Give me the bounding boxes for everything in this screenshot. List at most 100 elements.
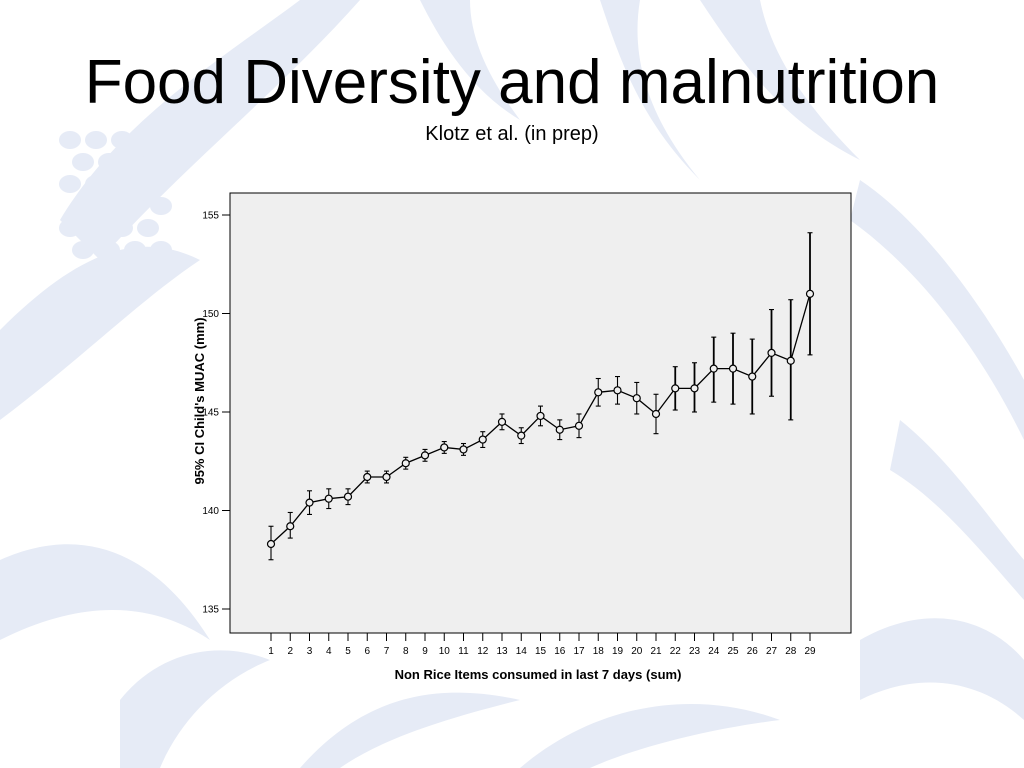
background-leaf-9: [300, 692, 520, 768]
background-leaf-5: [420, 0, 520, 120]
background-kernel-10: [85, 175, 107, 193]
x-tick-label-28: 28: [785, 646, 797, 657]
data-point-29: [805, 289, 815, 298]
x-tick-label-25: 25: [727, 646, 739, 657]
x-axis-label: Non Rice Items consumed in last 7 days (…: [395, 667, 682, 682]
background-kernel-1: [59, 131, 81, 149]
x-tick-label-15: 15: [535, 646, 547, 657]
background-kernel-21: [72, 241, 94, 259]
background-leaf-4: [700, 0, 860, 160]
data-point-2: [286, 522, 295, 531]
y-axis-label: 95% CI Child's MUAC (mm): [192, 317, 207, 484]
data-point-9: [420, 451, 430, 460]
data-point-5: [343, 492, 353, 501]
x-tick-label-3: 3: [307, 646, 313, 657]
background-kernel-7: [124, 153, 146, 171]
x-tick-label-17: 17: [573, 646, 585, 657]
background-kernel-6: [98, 153, 120, 171]
x-tick-label-5: 5: [345, 646, 351, 657]
background-kernel-11: [111, 175, 133, 193]
x-tick-label-6: 6: [364, 646, 370, 657]
data-point-10: [440, 443, 449, 452]
data-point-28: [786, 356, 795, 365]
x-tick-label-23: 23: [689, 646, 701, 657]
x-tick-label-14: 14: [516, 646, 528, 657]
data-point-15: [536, 411, 545, 421]
y-tick-label-155: 155: [202, 211, 219, 222]
x-tick-label-16: 16: [554, 646, 566, 657]
background-kernel-22: [98, 241, 120, 259]
x-tick-label-1: 1: [268, 646, 274, 657]
data-point-3: [305, 498, 314, 507]
data-point-12: [478, 435, 487, 444]
background-leaf-2: [0, 246, 200, 420]
data-point-18: [594, 388, 603, 397]
data-point-1: [266, 539, 276, 549]
x-tick-label-20: 20: [631, 646, 643, 657]
x-tick-label-8: 8: [403, 646, 409, 657]
background-leaf-11: [120, 650, 270, 768]
data-point-22: [671, 384, 680, 393]
background-kernel-24: [150, 241, 172, 259]
y-tick-label-150: 150: [202, 309, 219, 320]
x-tick-label-7: 7: [384, 646, 390, 657]
background-leaf-3: [600, 0, 700, 180]
background-kernel-2: [85, 131, 107, 149]
y-tick-label-140: 140: [202, 506, 219, 517]
background-leaf-1: [60, 0, 360, 260]
x-tick-label-11: 11: [458, 646, 469, 657]
background-kernel-9: [59, 175, 81, 193]
background-kernel-14: [98, 197, 120, 215]
background-leaf-8: [860, 618, 1024, 720]
background-kernel-18: [85, 219, 107, 237]
data-point-19: [613, 386, 622, 395]
x-tick-label-24: 24: [708, 646, 720, 657]
data-point-6: [363, 472, 372, 482]
background-leaf-6: [850, 180, 1024, 440]
data-point-23: [690, 384, 699, 393]
x-tick-label-19: 19: [612, 646, 624, 657]
data-point-25: [728, 364, 738, 373]
x-tick-label-21: 21: [650, 646, 662, 657]
background-kernel-8: [150, 153, 172, 171]
background-leaf-12: [890, 420, 1024, 600]
data-point-17: [574, 421, 584, 430]
background-kernel-17: [59, 219, 81, 237]
x-tick-label-2: 2: [287, 646, 293, 657]
background-leaf-7: [0, 544, 210, 640]
background-kernel-19: [111, 219, 133, 237]
data-point-21: [651, 409, 661, 419]
data-point-26: [748, 372, 757, 381]
x-tick-label-10: 10: [439, 646, 451, 657]
x-tick-label-12: 12: [477, 646, 489, 657]
background-kernel-16: [150, 197, 172, 215]
background-kernel-15: [124, 197, 146, 215]
x-tick-label-4: 4: [326, 646, 332, 657]
data-point-27: [767, 348, 776, 357]
background-kernel-4: [137, 131, 159, 149]
x-tick-label-18: 18: [593, 646, 605, 657]
data-point-16: [555, 425, 564, 434]
x-tick-label-9: 9: [422, 646, 428, 657]
data-point-14: [517, 431, 526, 440]
x-axis-ticks: 1 2 3 4 5 6 7 8 9 10 11 12 13 14 15 16 17 18 19 20 21 22 23 24 2…: [268, 633, 816, 657]
data-point-4: [324, 494, 333, 503]
data-point-7: [382, 472, 391, 482]
background-kernel-13: [72, 197, 94, 215]
x-tick-label-22: 22: [670, 646, 682, 657]
data-points: [266, 289, 815, 549]
y-tick-label-135: 135: [202, 605, 219, 616]
data-point-11: [459, 445, 468, 454]
data-point-24: [709, 364, 718, 373]
data-point-8: [401, 459, 410, 468]
background-kernel-5: [72, 153, 94, 171]
slide-subtitle: Klotz et al. (in prep): [425, 123, 599, 145]
background-leaf-10: [520, 703, 780, 768]
x-tick-label-27: 27: [766, 646, 778, 657]
background-kernel-3: [111, 131, 133, 149]
background-kernel-23: [124, 241, 146, 259]
y-tick-label-145: 145: [202, 408, 219, 419]
